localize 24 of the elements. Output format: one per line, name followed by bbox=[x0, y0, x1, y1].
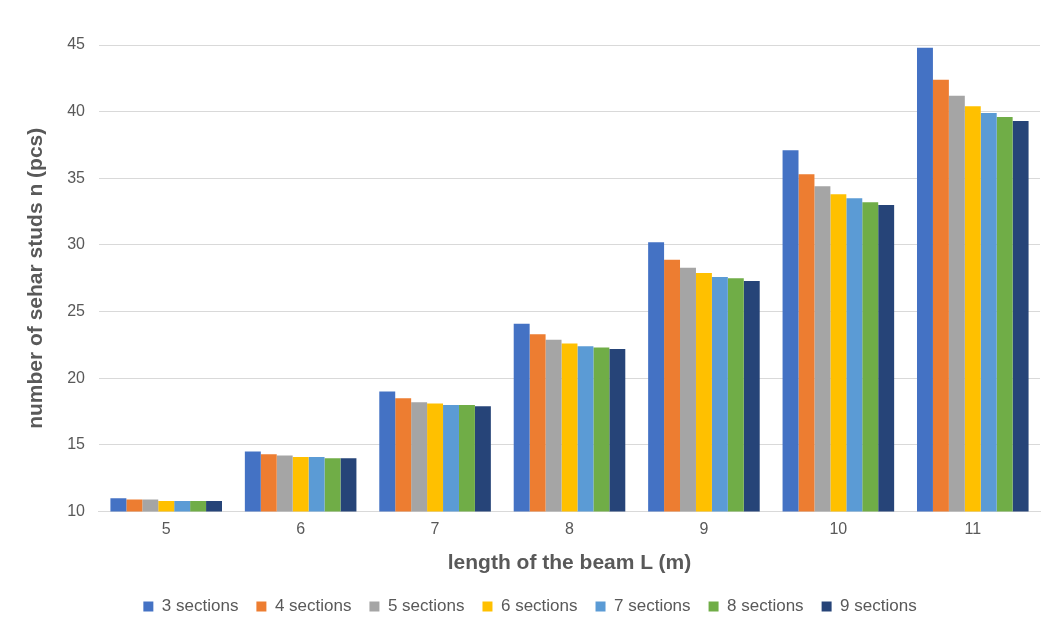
x-tick-label: 9 bbox=[699, 519, 709, 537]
x-axis-title: length of the beam L (m) bbox=[447, 550, 692, 574]
y-tick-label: 45 bbox=[67, 35, 86, 53]
legend-label: 6 sections bbox=[500, 596, 578, 616]
y-tick-label: 40 bbox=[67, 102, 86, 120]
x-tick-label: 6 bbox=[296, 519, 306, 537]
x-tick-label: 8 bbox=[565, 519, 575, 537]
y-tick-label: 30 bbox=[67, 235, 86, 253]
legend-label: 7 sections bbox=[614, 596, 691, 616]
legend-label: 8 sections bbox=[727, 596, 804, 616]
y-tick-label: 35 bbox=[67, 168, 86, 186]
legend-label: 5 sections bbox=[387, 596, 465, 616]
y-axis-title: number of sehar studs n (pcs) bbox=[23, 127, 47, 429]
y-tick-label: 10 bbox=[67, 502, 86, 520]
x-tick-label: 7 bbox=[430, 519, 440, 537]
legend-label: 3 sections bbox=[161, 596, 239, 616]
x-tick-label: 11 bbox=[964, 519, 982, 537]
y-tick-label: 20 bbox=[67, 368, 86, 386]
x-tick-label: 10 bbox=[829, 519, 848, 537]
legend-label: 9 sections bbox=[840, 596, 917, 616]
y-tick-label: 15 bbox=[67, 435, 86, 453]
y-tick-label: 25 bbox=[67, 302, 86, 320]
x-tick-label: 5 bbox=[161, 519, 171, 537]
legend-label: 4 sections bbox=[274, 596, 352, 616]
